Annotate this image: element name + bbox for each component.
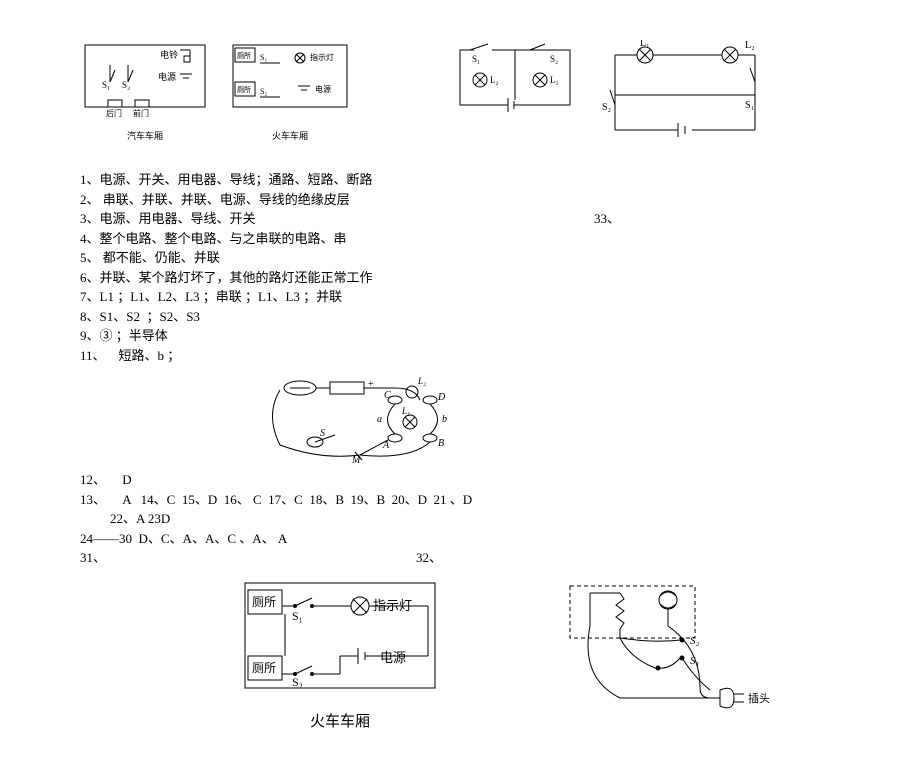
- ans-31: 31、: [80, 548, 106, 568]
- s2: S₂: [260, 87, 267, 96]
- plug-label: 插头: [748, 691, 770, 705]
- S: S: [320, 428, 325, 439]
- ans-3: 3、电源、用电器、导线、开关: [80, 209, 256, 229]
- mid-svg: + C D L₂ a b L₁ A B S M: [260, 370, 470, 465]
- answers-block: 1、电源、开关、用电器、导线；通路、短路、断路 2、 串联、并联、并联、电源、导…: [80, 170, 840, 365]
- l1: L₁: [550, 75, 559, 85]
- s1: S₁: [745, 100, 754, 111]
- s1-label: S₁: [102, 80, 110, 90]
- s2: S₂: [292, 675, 303, 689]
- wc2: 厕所: [237, 85, 251, 94]
- wc2: 厕所: [252, 661, 276, 675]
- bottom-row: 厕所 S₁ 指示灯 厕所 S₂: [80, 578, 840, 731]
- ans-2: 2、 串联、并联、并联、电源、导线的绝缘皮层: [80, 190, 840, 210]
- diagram-bus: 电铃 S₁ S₂ 电源 后门 前门 汽车车厢: [80, 40, 210, 142]
- backdoor-label: 后门: [106, 108, 122, 118]
- answers-block-2: 12、 D 13、 A 14、C 15、D 16、 C 17、C 18、B 19…: [80, 470, 840, 568]
- s2: S₂: [550, 54, 558, 64]
- indicator: 指示灯: [310, 52, 334, 62]
- bell-label: 电铃: [160, 49, 178, 60]
- s2-label: S₂: [122, 80, 130, 90]
- D: D: [437, 392, 446, 403]
- diagram-train-bottom: 厕所 S₁ 指示灯 厕所 S₂: [240, 578, 440, 731]
- bus-caption: 汽车车厢: [80, 129, 210, 142]
- train-top-svg: 厕所 S₁ 指示灯 厕所 S₂ 电源: [230, 40, 350, 125]
- ans-12: 12、 D: [80, 470, 840, 490]
- ans-8: 8、S1、S2 ；S2、S3: [80, 307, 840, 327]
- ans-7: 7、L1 ；L1、L2、L3 ；串联 ；L1、L3 ；并联: [80, 287, 840, 307]
- ans-13: 13、 A 14、C 15、D 16、 C 17、C 18、B 19、B 20、…: [80, 490, 840, 510]
- ans-1: 1、电源、开关、用电器、导线；通路、短路、断路: [80, 170, 840, 190]
- s2: S₂: [690, 635, 700, 647]
- diagram-train-top: 厕所 S₁ 指示灯 厕所 S₂ 电源 火车车厢: [230, 40, 350, 142]
- bus-svg: 电铃 S₁ S₂ 电源 后门 前门: [80, 40, 210, 125]
- train-top-caption: 火车车厢: [230, 129, 350, 142]
- s1: S₁: [472, 54, 480, 64]
- top-diagrams-row: 电铃 S₁ S₂ 电源 后门 前门 汽车车厢 厕所 S₁: [80, 40, 840, 150]
- s1: S₁: [260, 53, 267, 62]
- diagram-circ2: L₁ L₂ S₂ S₁: [600, 40, 770, 150]
- frontdoor-label: 前门: [133, 108, 149, 118]
- wc1: 厕所: [237, 51, 251, 60]
- power: 电源: [315, 84, 331, 94]
- ans-24: 24——30 D、C、A、A、C 、A、 A: [80, 529, 840, 549]
- l1: L₁: [640, 40, 650, 49]
- L2: L₂: [417, 376, 426, 386]
- power: 电源: [380, 650, 406, 665]
- circ2-svg: L₁ L₂ S₂ S₁: [600, 40, 770, 150]
- L1: L₁: [401, 406, 410, 416]
- mid-figure: + C D L₂ a b L₁ A B S M: [260, 370, 840, 465]
- ans-32: 32、: [416, 548, 442, 568]
- a: a: [377, 414, 382, 425]
- b: b: [442, 414, 447, 425]
- s1: S₁: [292, 609, 303, 623]
- diagram-plug: S₂ S₁ 插头: [560, 578, 780, 728]
- plug-svg: S₂ S₁ 插头: [560, 578, 780, 728]
- circ1-svg: S₁ S₂ L₂ L₁: [450, 40, 580, 125]
- train-bottom-caption: 火车车厢: [240, 710, 440, 731]
- s2: S₂: [602, 102, 611, 113]
- ans-33: 33、: [594, 209, 620, 229]
- B: B: [438, 438, 444, 449]
- ans-4: 4、整个电路、整个电路、与之串联的电路、串: [80, 229, 840, 249]
- ans-9: 9、③ ；半导体: [80, 326, 840, 346]
- s1: S₁: [690, 655, 700, 667]
- l2: L₂: [745, 40, 755, 51]
- ans-5: 5、 都不能、仍能、并联: [80, 248, 840, 268]
- ans-13b: 22、A 23D: [80, 509, 840, 529]
- wc1: 厕所: [252, 595, 276, 609]
- ans-11: 11、 短路、b ；: [80, 346, 840, 366]
- l2: L₂: [490, 75, 499, 85]
- diagram-circ1: S₁ S₂ L₂ L₁: [450, 40, 580, 125]
- ans-6: 6、并联、某个路灯坏了，其他的路灯还能正常工作: [80, 268, 840, 288]
- A: A: [382, 440, 390, 451]
- C: C: [384, 390, 391, 401]
- power-label: 电源: [158, 71, 176, 82]
- train-bottom-svg: 厕所 S₁ 指示灯 厕所 S₂: [240, 578, 440, 698]
